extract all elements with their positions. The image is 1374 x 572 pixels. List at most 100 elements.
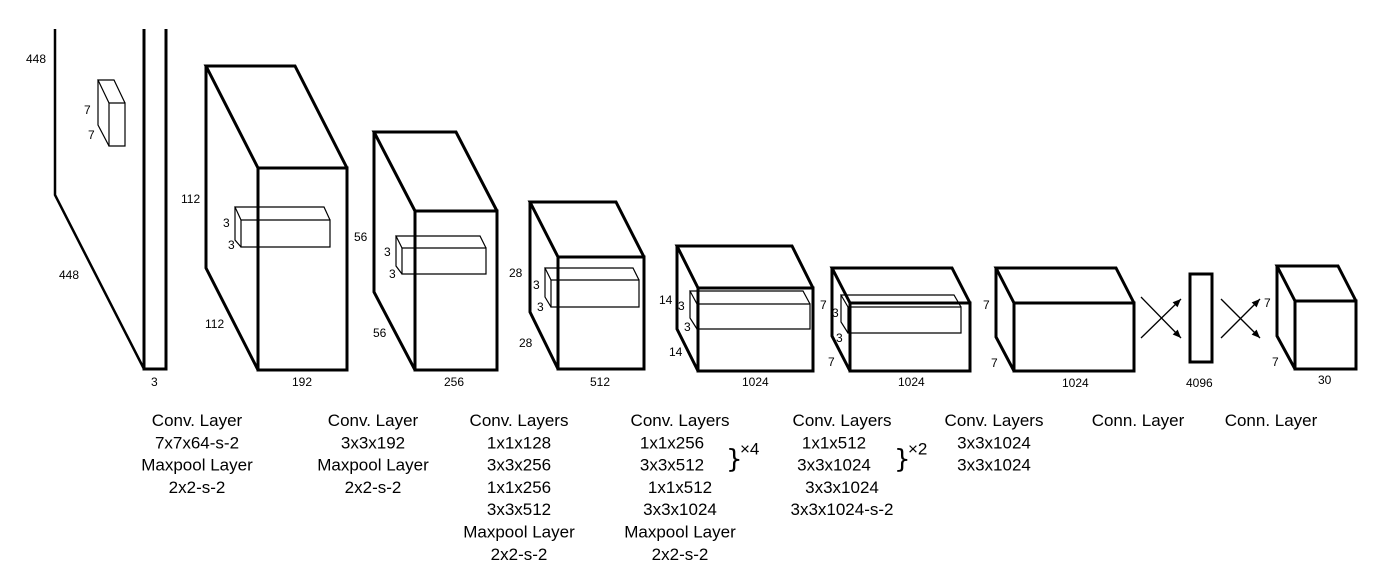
caption-line: 3x3x512	[640, 456, 704, 475]
kernel-label: 7	[84, 103, 91, 117]
input-front-face	[142, 29, 168, 371]
layer-2-top-face	[203, 64, 349, 169]
caption-line: 3x3x256	[487, 456, 551, 475]
repeat-count: ×2	[908, 439, 927, 458]
connection-arrow	[1140, 298, 1182, 339]
layer-2-front-face	[256, 166, 349, 372]
kernel-7x7-side-face	[97, 80, 110, 147]
dim-label: 14	[669, 345, 683, 359]
kernel-3x3-front-face	[847, 306, 962, 334]
connection-arrow	[1140, 296, 1182, 339]
caption-line: Conv. Layers	[470, 411, 569, 430]
kernel-label: 3	[836, 331, 843, 345]
dim-label: 448	[26, 52, 46, 66]
layer-6-front-face	[848, 301, 972, 373]
kernel-label: 3	[684, 320, 691, 334]
caption-line: Maxpool Layer	[624, 523, 736, 542]
layer-7-side-face	[994, 268, 1016, 372]
caption-line: 1x1x512	[802, 433, 866, 452]
kernel-3x3-side-face	[840, 295, 849, 334]
kernel-label: 3	[533, 278, 540, 292]
dim-label: 512	[590, 375, 610, 389]
caption-line: 1x1x256	[640, 433, 704, 452]
kernel-3x3-front-face	[401, 247, 487, 275]
caption-line: 2x2-s-2	[169, 478, 226, 497]
connection-arrow	[1220, 298, 1261, 339]
caption-line: 7x7x64-s-2	[155, 433, 239, 452]
kernel-label: 3	[389, 267, 396, 281]
dim-label: 112	[205, 317, 224, 331]
kernel-3x3-front-face	[696, 303, 811, 330]
dim-label: 56	[373, 326, 387, 340]
layer-3-front-face	[413, 209, 499, 372]
kernel-3x3-top-face	[544, 267, 640, 281]
dim-label: 448	[59, 268, 79, 282]
dim-label: 28	[509, 266, 523, 280]
arrowhead-icon	[1172, 299, 1181, 308]
arrowhead-icon	[1251, 329, 1260, 338]
caption-line: Conv. Layers	[793, 411, 892, 430]
caption-line: 3x3x1024	[643, 500, 717, 519]
layer-7-top-face	[993, 266, 1136, 304]
kernel-3x3-top-face	[688, 290, 811, 305]
kernel-3x3-top-face	[839, 294, 962, 308]
caption-line: Maxpool Layer	[463, 523, 575, 542]
caption-line: 2x2-s-2	[652, 545, 709, 564]
fc-layer	[1188, 272, 1214, 364]
caption-line: 3x3x1024	[805, 478, 879, 497]
caption-line: Conv. Layers	[631, 411, 730, 430]
dim-label: 14	[659, 293, 673, 307]
dim-label: 1024	[898, 375, 925, 389]
layer-5-front-face	[696, 286, 815, 373]
caption-line: Conv. Layers	[945, 411, 1044, 430]
kernel-label: 3	[537, 300, 544, 314]
dim-label: 7	[828, 355, 835, 369]
arrowhead-icon	[1172, 329, 1181, 338]
kernel-3x3-side-face	[689, 291, 698, 330]
kernel-3x3-side-face	[544, 268, 552, 308]
caption-line: Conn. Layer	[1092, 411, 1185, 430]
kernel-3x3-front-face	[550, 279, 640, 308]
kernel-3x3-top-face	[395, 235, 487, 249]
dim-label: 4096	[1186, 376, 1213, 390]
kernel-3x3-side-face	[234, 207, 242, 248]
caption-line: 1x1x128	[487, 433, 551, 452]
kernel-3x3-top-face	[234, 206, 331, 221]
layer-4-top-face	[527, 200, 646, 258]
brace-icon: }	[726, 444, 743, 474]
kernel-label: 3	[832, 306, 839, 320]
caption-line: 3x3x192	[341, 433, 405, 452]
kernel-label: 3	[678, 299, 685, 313]
layer-5-side-face	[675, 246, 700, 372]
kernel-3x3-side-face	[395, 236, 403, 275]
layer-4-side-face	[528, 202, 560, 370]
layer-3-side-face	[372, 132, 417, 371]
dim-label: 7	[1272, 355, 1279, 369]
layer-3-top-face	[371, 130, 499, 212]
caption-line: 3x3x1024	[797, 456, 871, 475]
dim-label: 1024	[1062, 376, 1089, 390]
layer-2-side-face	[204, 66, 260, 371]
dim-label: 112	[181, 192, 200, 206]
dim-label: 7	[1264, 296, 1271, 310]
caption-line: Conv. Layer	[328, 411, 419, 430]
dim-label: 3	[151, 375, 158, 389]
caption-line: 1x1x256	[487, 478, 551, 497]
layer-6-top-face	[829, 266, 972, 304]
dim-label: 192	[292, 375, 312, 389]
caption-line: 3x3x1024	[957, 456, 1031, 475]
caption-line: 3x3x1024-s-2	[790, 500, 893, 519]
caption-line: Maxpool Layer	[317, 456, 429, 475]
caption-line: 2x2-s-2	[345, 478, 402, 497]
kernel-label: 3	[223, 216, 230, 230]
dim-label: 7	[991, 356, 998, 370]
output-layer-top-face	[1274, 264, 1358, 302]
layer-6-side-face	[830, 268, 852, 372]
caption-line: 3x3x1024	[957, 433, 1031, 452]
brace-icon: }	[894, 444, 911, 474]
dim-label: 28	[519, 336, 533, 350]
caption-line: Conn. Layer	[1225, 411, 1318, 430]
output-layer-front-face	[1293, 299, 1358, 371]
dim-label: 7	[983, 298, 990, 312]
